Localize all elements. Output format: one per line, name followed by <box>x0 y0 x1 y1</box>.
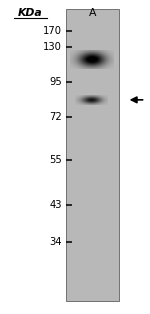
Text: 43: 43 <box>50 200 62 210</box>
Text: 34: 34 <box>50 237 62 247</box>
Text: 72: 72 <box>50 112 62 122</box>
Text: A: A <box>88 8 96 18</box>
Bar <box>66 9 118 301</box>
Text: 170: 170 <box>43 26 62 36</box>
Text: KDa: KDa <box>18 8 42 18</box>
Text: 55: 55 <box>50 154 62 165</box>
Text: 130: 130 <box>43 42 62 52</box>
Text: 95: 95 <box>50 77 62 87</box>
